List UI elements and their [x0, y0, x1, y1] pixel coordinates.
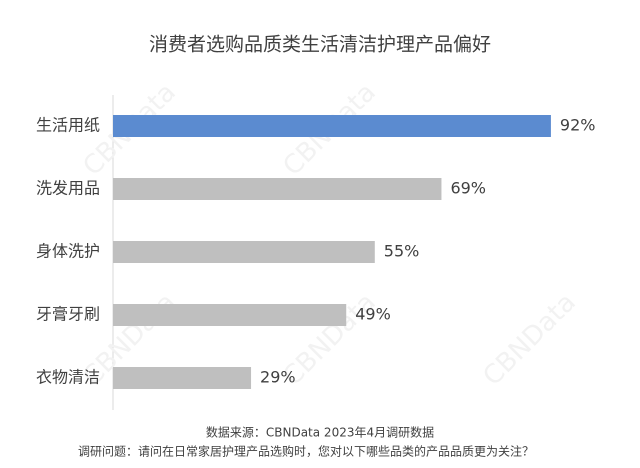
category-label: 洗发用品 [36, 179, 100, 198]
bar [113, 178, 442, 200]
bar [113, 367, 252, 389]
category-label: 身体洗护 [36, 242, 100, 261]
bar [113, 115, 551, 137]
value-label: 92% [560, 116, 596, 135]
category-label: 牙膏牙刷 [36, 305, 100, 324]
question-note: 调研问题：请问在日常家居护理产品选购时，您对以下哪些品类的产品品质更为关注？ [78, 444, 534, 459]
category-label: 衣物清洁 [36, 368, 100, 387]
category-label: 生活用纸 [36, 116, 100, 135]
value-label: 69% [450, 179, 486, 198]
value-label: 55% [384, 242, 420, 261]
value-label: 49% [355, 305, 391, 324]
bar [113, 241, 375, 263]
source-note: 数据来源：CBNData 2023年4月调研数据 [206, 425, 434, 440]
chart-title: 消费者选购品质类生活清洁护理产品偏好 [149, 34, 491, 56]
value-label: 29% [260, 368, 296, 387]
bar [113, 304, 347, 326]
